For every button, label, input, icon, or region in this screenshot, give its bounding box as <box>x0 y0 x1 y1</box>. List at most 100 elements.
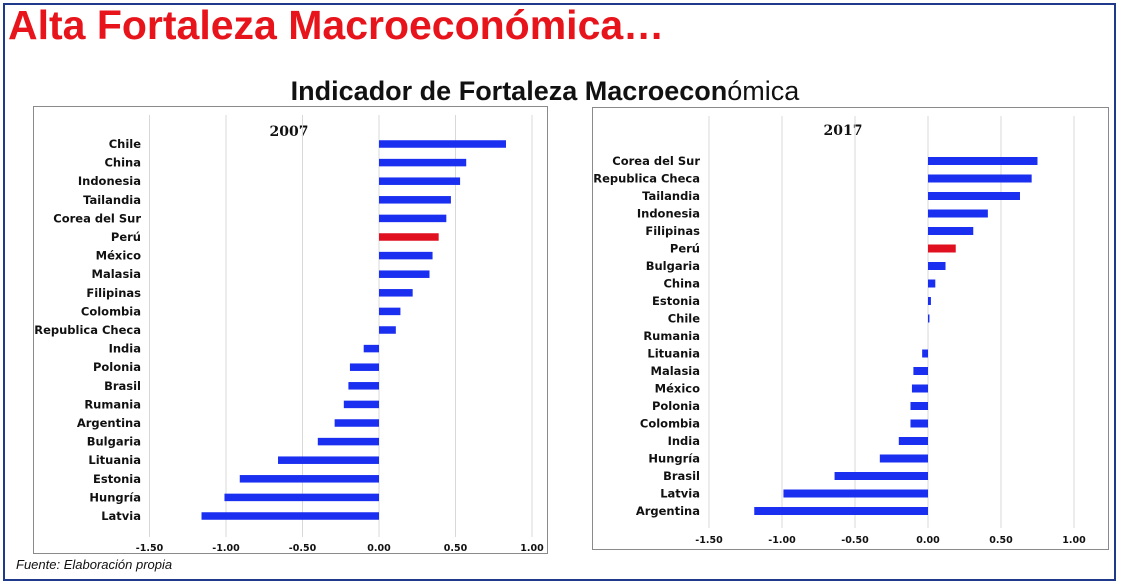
bar-brasil <box>834 472 928 480</box>
source-note: Fuente: Elaboración propia <box>16 557 172 572</box>
x-tick-label: -0.50 <box>289 543 317 554</box>
category-label-peru: Perú <box>111 230 141 244</box>
chart-subtitle: Indicador de Fortaleza Macroeconómica <box>0 76 1090 107</box>
bar-latvia <box>201 512 379 520</box>
bar-argentina <box>334 419 379 427</box>
category-label-indonesia: Indonesia <box>78 174 141 188</box>
category-label-argentina: Argentina <box>636 504 700 518</box>
bar-malasia <box>379 270 430 278</box>
x-tick-label: -1.50 <box>695 535 723 546</box>
category-label-brasil: Brasil <box>104 379 141 393</box>
category-label-brasil: Brasil <box>663 469 700 483</box>
category-label-mexico: México <box>655 382 700 396</box>
x-tick-label: -0.50 <box>841 535 869 546</box>
category-label-latvia: Latvia <box>101 509 141 523</box>
category-label-lituania: Lituania <box>647 347 700 361</box>
category-label-republica-checa: Republica Checa <box>34 323 141 337</box>
bar-mexico <box>379 251 433 260</box>
category-label-bulgaria: Bulgaria <box>646 259 700 273</box>
bar-china <box>928 279 936 288</box>
bar-india <box>898 437 928 445</box>
bar-colombia <box>910 419 928 428</box>
chart-panel-2017: 2017 -1.50 -1.00 -0.50 0.00 0.50 1.00 Corea del… <box>592 107 1109 550</box>
category-label-indonesia: Indonesia <box>637 207 700 221</box>
bar-republica-checa <box>379 326 396 334</box>
category-label-tailandia: Tailandia <box>642 189 700 203</box>
x-tick-label: -1.50 <box>136 543 164 554</box>
category-label-argentina: Argentina <box>77 416 141 430</box>
page-title: Alta Fortaleza Macroeconómica… <box>8 2 665 48</box>
bar-indonesia <box>928 209 988 218</box>
category-label-india: India <box>109 342 141 356</box>
category-label-mexico: México <box>96 249 141 263</box>
bar-bulgaria <box>928 262 946 270</box>
bar-estonia <box>928 297 931 305</box>
category-label-colombia: Colombia <box>640 417 700 431</box>
panel-title-2017: 2017 <box>824 123 863 139</box>
bar-filipinas <box>928 227 974 235</box>
bar-india <box>363 344 379 353</box>
bar-tailandia <box>928 192 1020 200</box>
category-label-estonia: Estonia <box>93 472 141 486</box>
bar-corea-del-sur <box>379 214 447 223</box>
source-text: : Elaboración propia <box>56 557 173 572</box>
category-label-polonia: Polonia <box>652 399 700 413</box>
bar-estonia <box>239 475 379 483</box>
category-label-corea-del-sur: Corea del Sur <box>612 154 700 168</box>
bar-chart-2007: 2007 -1.50 -1.00 -0.50 0.00 0.50 1.00 Chile Chin… <box>34 115 544 554</box>
x-tick-label: 1.00 <box>520 543 544 554</box>
category-label-republica-checa: Republica Checa <box>593 172 700 186</box>
bar-polonia <box>910 402 928 410</box>
bar-republica-checa <box>928 174 1032 183</box>
bar-lituania <box>278 456 379 464</box>
category-label-hungria: Hungría <box>89 490 141 504</box>
bar-chile <box>928 314 930 323</box>
subtitle-light-part: ómica <box>727 76 800 106</box>
category-label-china: China <box>104 156 141 170</box>
category-label-malasia: Malasia <box>92 267 141 281</box>
slide-frame <box>3 3 1116 581</box>
bar-corea-del-sur <box>928 157 1038 165</box>
category-label-polonia: Polonia <box>93 360 141 374</box>
bar-peru <box>928 244 956 253</box>
category-label-corea-del-sur: Corea del Sur <box>53 211 141 225</box>
bar-hungria <box>224 493 379 502</box>
x-tick-label: -1.00 <box>212 543 240 554</box>
x-tick-label: 0.50 <box>444 543 468 554</box>
category-label-lituania: Lituania <box>88 453 141 467</box>
bar-mexico <box>911 384 928 393</box>
category-label-chile: Chile <box>109 137 142 151</box>
category-label-tailandia: Tailandia <box>83 193 141 207</box>
x-tick-label: 0.00 <box>367 543 391 554</box>
x-tick-label: 1.00 <box>1062 535 1086 546</box>
bar-lituania <box>922 349 928 358</box>
bar-filipinas <box>379 289 413 297</box>
source-prefix: Fuente <box>16 557 57 572</box>
bar-bulgaria <box>317 437 379 446</box>
panel-title-2007: 2007 <box>270 124 309 140</box>
bar-rumania <box>343 400 379 409</box>
bar-malasia <box>913 367 928 375</box>
category-label-bulgaria: Bulgaria <box>87 435 141 449</box>
category-label-filipinas: Filipinas <box>645 224 700 238</box>
bar-brasil <box>348 382 379 390</box>
category-label-peru: Perú <box>670 242 700 256</box>
category-label-estonia: Estonia <box>652 294 700 308</box>
category-label-colombia: Colombia <box>81 304 141 318</box>
category-label-rumania: Rumania <box>643 329 700 343</box>
bar-chart-2017: 2017 -1.50 -1.00 -0.50 0.00 0.50 1.00 Corea del… <box>593 116 1086 546</box>
category-label-chile: Chile <box>668 312 701 326</box>
category-label-rumania: Rumania <box>84 397 141 411</box>
bar-chile <box>379 140 506 148</box>
subtitle-bold-part: Indicador de Fortaleza Macroecon <box>290 76 728 106</box>
x-tick-label: 0.00 <box>916 535 940 546</box>
bar-latvia <box>783 489 928 498</box>
bar-colombia <box>379 307 401 316</box>
chart-panel-2007: 2007 -1.50 -1.00 -0.50 0.00 0.50 1.00 Chile Chin… <box>33 106 548 554</box>
bar-indonesia <box>379 177 461 185</box>
bar-polonia <box>349 363 379 371</box>
category-label-hungria: Hungría <box>648 452 700 466</box>
bar-tailandia <box>379 196 451 204</box>
x-tick-label: -1.00 <box>768 535 796 546</box>
category-label-filipinas: Filipinas <box>86 286 141 300</box>
